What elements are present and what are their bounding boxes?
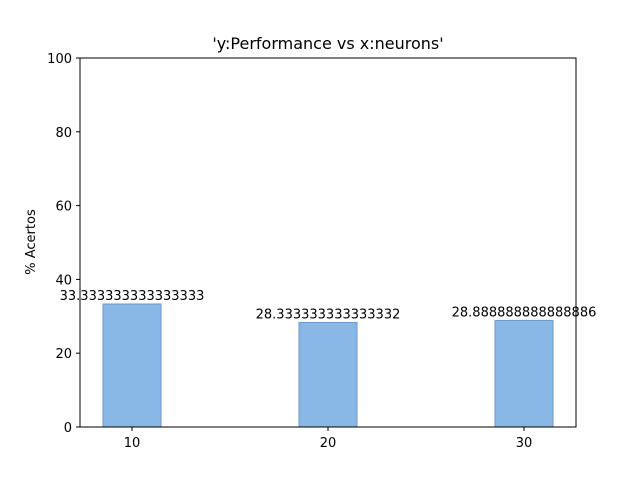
y-tick-label-60: 60: [55, 200, 72, 215]
x-tick-label-30: 30: [516, 436, 533, 451]
chart-title: 'y:Performance vs x:neurons': [212, 34, 443, 53]
bar-30: [494, 319, 554, 428]
x-tick-label-10: 10: [124, 436, 141, 451]
data-label-20: 28.333333333333332: [256, 307, 401, 322]
x-tick-label-20: 20: [320, 436, 337, 451]
bars-group: [102, 303, 554, 428]
data-labels: 33.333333333333333 28.333333333333332 28.8…: [60, 289, 597, 322]
plot-frame: [79, 57, 577, 428]
y-ticks: 0 20 40 60 80 100: [47, 52, 80, 436]
y-tick-label-100: 100: [47, 52, 72, 67]
bar-20: [298, 321, 358, 428]
y-tick-label-20: 20: [55, 347, 72, 362]
bar-10: [102, 303, 162, 428]
x-ticks: 10 20 30: [124, 427, 533, 451]
data-label-30: 28.888888888888886: [452, 305, 597, 320]
data-label-10: 33.333333333333333: [60, 289, 205, 304]
y-axis-label: % Acertos: [24, 209, 39, 275]
y-tick-label-40: 40: [55, 273, 72, 288]
y-tick-label-0: 0: [64, 421, 72, 436]
y-tick-label-80: 80: [55, 126, 72, 141]
